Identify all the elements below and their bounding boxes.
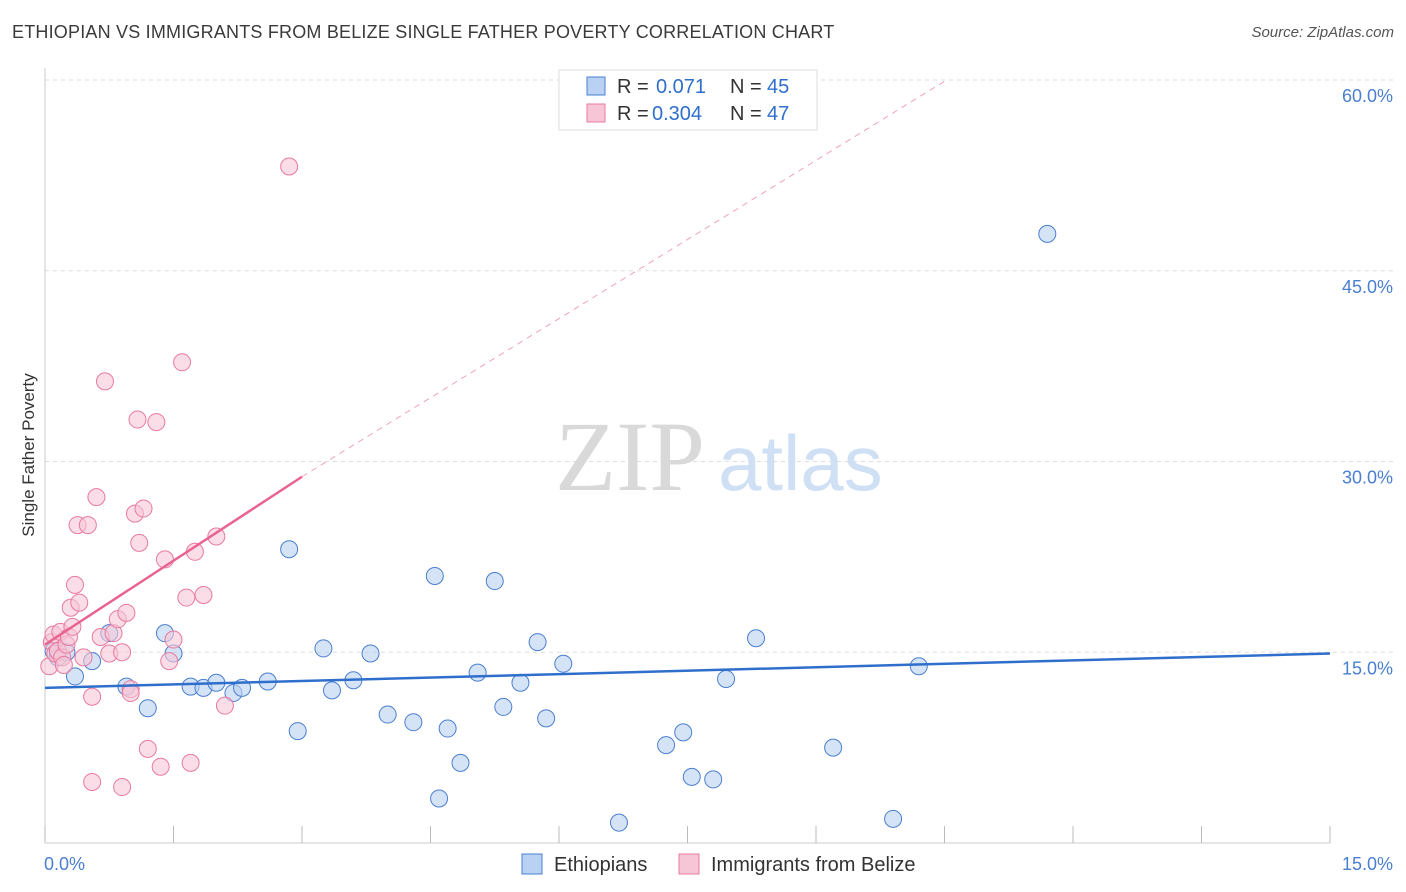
- ethiopians-point-39: [704, 770, 723, 789]
- ethiopians-point-31: [511, 673, 530, 692]
- ethiopians-point-28: [468, 663, 487, 682]
- belize-point-39: [177, 588, 196, 607]
- x-tick-label-0: 0.0%: [44, 854, 85, 874]
- watermark-zip: ZIP: [555, 401, 705, 512]
- belize-point-20: [95, 372, 114, 391]
- y-tick-label-2: 45.0%: [1342, 277, 1393, 297]
- belize-point-36: [160, 652, 179, 671]
- ethiopians-point-40: [717, 669, 736, 688]
- belize-point-46: [113, 778, 132, 797]
- ethiopians-point-7: [138, 699, 157, 718]
- belize-point-16: [78, 516, 97, 535]
- ethiopians-point-36: [657, 736, 676, 755]
- belize-point-45: [83, 772, 102, 791]
- ethiopians-point-45: [1038, 224, 1057, 243]
- belize-point-25: [117, 603, 136, 622]
- belize-point-31: [134, 499, 153, 518]
- belize-point-44: [215, 696, 234, 715]
- bottom-legend-label-belize: Immigrants from Belize: [711, 854, 916, 876]
- ethiopians-point-19: [322, 681, 341, 700]
- ethiopians-point-27: [451, 753, 470, 772]
- ethiopians-point-16: [280, 540, 299, 559]
- belize-point-34: [151, 757, 170, 776]
- belize-point-37: [164, 630, 183, 649]
- watermark: ZIP atlas: [555, 401, 883, 512]
- belize-point-29: [128, 410, 147, 429]
- ethiopians-point-41: [747, 629, 766, 648]
- ethiopians-point-38: [682, 767, 701, 786]
- ethiopians-point-30: [494, 697, 513, 716]
- ethiopians-trend-line: [44, 652, 1331, 690]
- ethiopians-point-18: [314, 639, 333, 658]
- belize-point-40: [181, 753, 200, 772]
- grid-layer: [45, 79, 1395, 653]
- ethiopians-point-42: [824, 738, 843, 757]
- belize-point-38: [173, 353, 192, 372]
- ethiopians-point-37: [674, 723, 693, 742]
- points-layer: [40, 157, 1057, 832]
- bottom-legend-swatch-belize: [678, 853, 700, 875]
- belize-point-42: [194, 586, 213, 605]
- chart-title: ETHIOPIAN VS IMMIGRANTS FROM BELIZE SING…: [12, 22, 835, 42]
- ethiopians-point-35: [609, 813, 628, 832]
- belize-point-18: [87, 488, 106, 507]
- belize-point-17: [83, 687, 102, 706]
- ethiopians-point-17: [288, 722, 307, 741]
- legend-r-value-1: 0.071: [656, 76, 706, 98]
- y-tick-label-0: 15.0%: [1342, 658, 1393, 678]
- y-tick-label-1: 30.0%: [1342, 468, 1393, 488]
- watermark-atlas: atlas: [718, 419, 883, 507]
- ethiopians-point-23: [404, 713, 423, 732]
- y-tick-label-3: 60.0%: [1342, 86, 1393, 106]
- ethiopians-point-24: [425, 566, 444, 585]
- legend-r-label-1: R =: [617, 76, 649, 98]
- belize-point-33: [147, 413, 166, 432]
- belize-point-47: [280, 157, 299, 176]
- ethiopians-point-44: [909, 657, 928, 676]
- source-label: Source: ZipAtlas.com: [1251, 24, 1394, 41]
- legend-n-value-1: 45: [767, 76, 789, 98]
- legend-n-label-1: N =: [730, 76, 762, 98]
- ethiopians-point-21: [361, 644, 380, 663]
- ethiopians-point-43: [884, 809, 903, 828]
- x-tick-label-1: 15.0%: [1342, 854, 1393, 874]
- ethiopians-point-32: [528, 633, 547, 652]
- ethiopians-point-25: [430, 789, 449, 808]
- belize-point-24: [113, 643, 132, 662]
- bottom-legend-label-ethiopians: Ethiopians: [554, 854, 647, 876]
- trend-layer: [44, 80, 1331, 690]
- ethiopians-point-33: [537, 709, 556, 728]
- belize-point-43: [207, 527, 226, 546]
- legend-r-value-2: 0.304: [652, 103, 702, 125]
- belize-trend-line: [44, 475, 303, 646]
- ethiopians-point-26: [438, 719, 457, 738]
- belize-point-27: [121, 683, 140, 702]
- bottom-legend-swatch-ethiopians: [521, 853, 543, 875]
- ethiopians-point-34: [554, 654, 573, 673]
- legend-swatch-belize: [586, 103, 606, 123]
- series-legend: Ethiopians Immigrants from Belize: [521, 853, 916, 876]
- axis-layer: 15.0% 30.0% 45.0% 60.0% 0.0% 15.0%: [44, 68, 1393, 874]
- belize-point-32: [138, 739, 157, 758]
- belize-point-14: [70, 593, 89, 612]
- belize-point-12: [65, 575, 84, 594]
- belize-point-30: [130, 533, 149, 552]
- ethiopians-point-29: [485, 572, 504, 591]
- ethiopians-point-3: [65, 667, 84, 686]
- ethiopians-point-22: [378, 705, 397, 724]
- belize-trend-extension: [301, 80, 945, 478]
- legend-swatch-ethiopians: [586, 76, 606, 96]
- legend-r-label-2: R =: [617, 103, 649, 125]
- stats-legend: R = 0.071 N = 45 R = 0.304 N = 47: [558, 69, 818, 131]
- legend-n-value-2: 47: [767, 103, 789, 125]
- y-axis-title: Single Father Poverty: [19, 373, 38, 537]
- legend-n-label-2: N =: [730, 103, 762, 125]
- belize-point-7: [54, 655, 73, 674]
- belize-point-15: [74, 648, 93, 667]
